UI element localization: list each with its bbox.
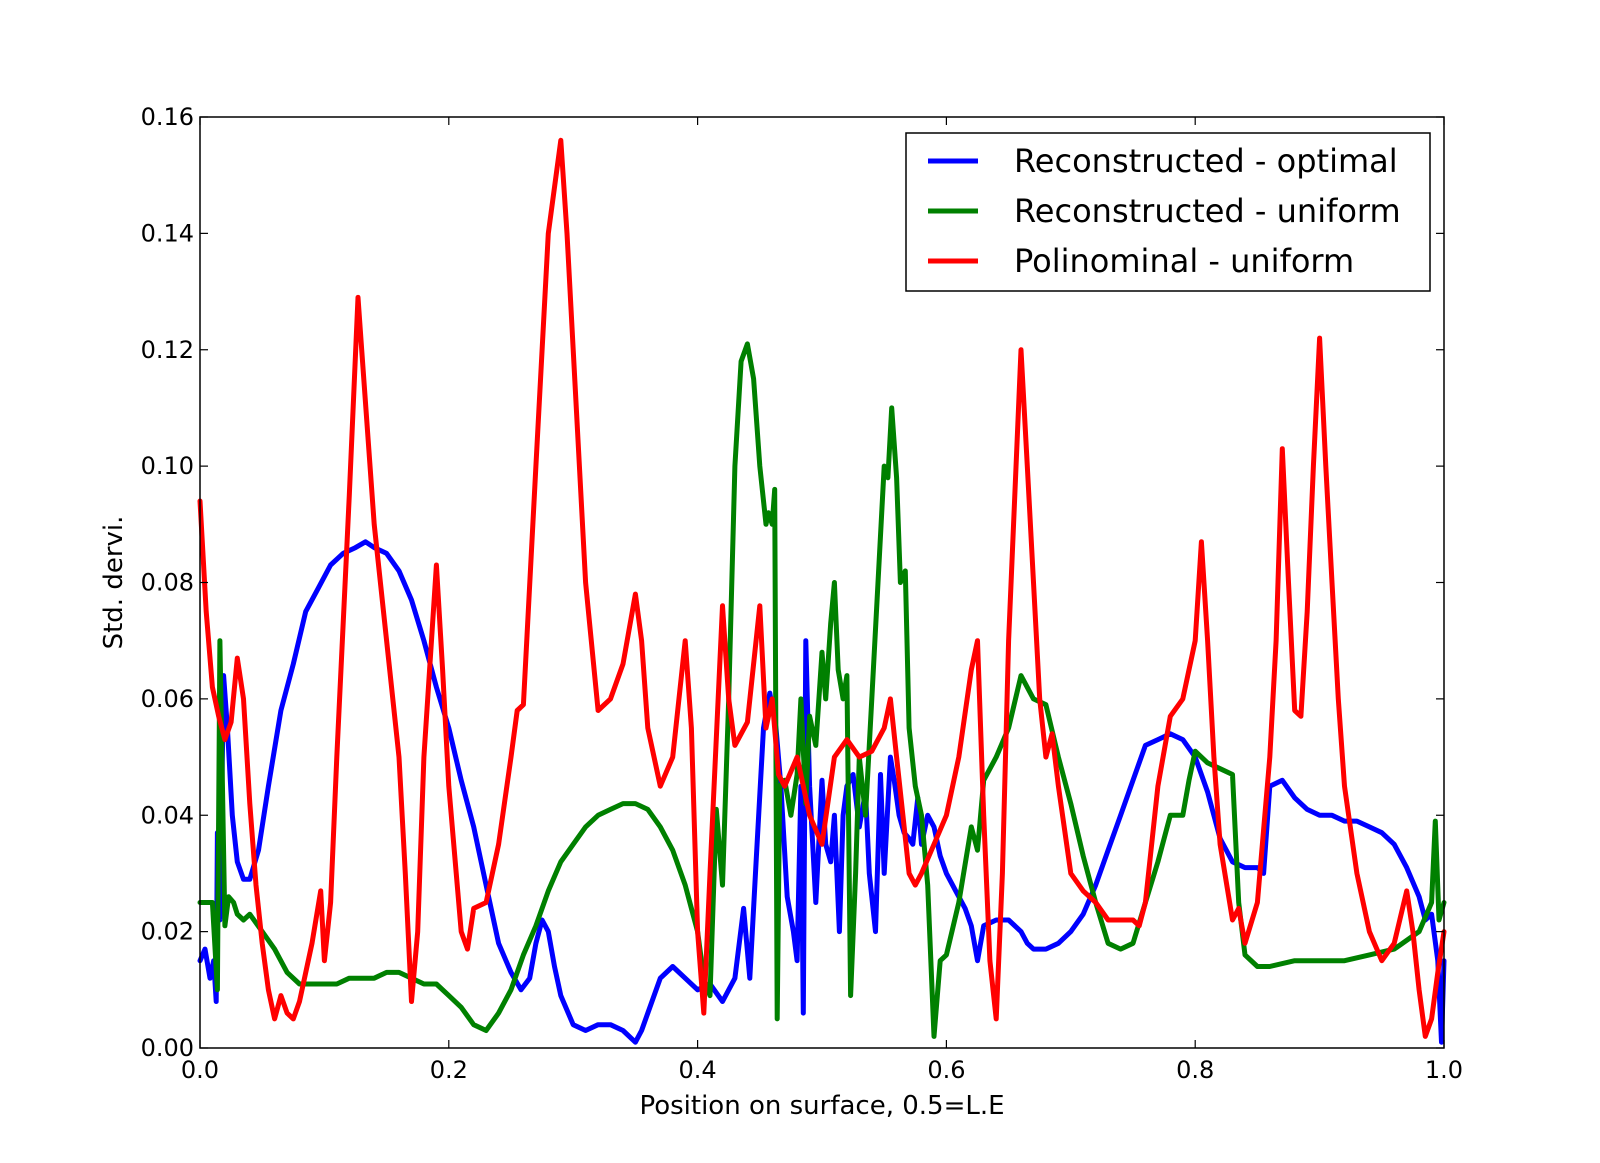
y-tick-label: 0.14 xyxy=(141,219,194,247)
legend-label-polinominal-uniform: Polinominal - uniform xyxy=(1014,242,1354,280)
y-axis-label: Std. dervi. xyxy=(99,516,129,650)
x-tick-label: 0.2 xyxy=(430,1056,468,1084)
x-tick-label: 0.0 xyxy=(181,1056,219,1084)
y-tick-label: 0.00 xyxy=(141,1034,194,1062)
x-tick-label: 0.8 xyxy=(1176,1056,1214,1084)
y-tick-label: 0.02 xyxy=(141,918,194,946)
x-tick-label: 0.4 xyxy=(679,1056,717,1084)
y-tick-label: 0.16 xyxy=(141,103,194,131)
y-tick-label: 0.08 xyxy=(141,569,194,597)
x-axis-label: Position on surface, 0.5=L.E xyxy=(639,1091,1004,1121)
legend-label-reconstructed-uniform: Reconstructed - uniform xyxy=(1014,192,1401,230)
y-tick-label: 0.04 xyxy=(141,801,194,829)
legend: Reconstructed - optimal Reconstructed - … xyxy=(905,132,1431,292)
y-tick-label: 0.12 xyxy=(141,336,194,364)
y-tick-label: 0.10 xyxy=(141,452,194,480)
ticks-layer: 0.0 0.2 0.4 0.6 0.8 1.0 0.00 0.02 0.04 0.06 0.08 0.… xyxy=(141,103,1464,1084)
series-line-polinominal-uniform xyxy=(197,137,1447,1039)
legend-box xyxy=(905,132,1431,292)
series-layer xyxy=(197,137,1447,1045)
x-tick-label: 0.6 xyxy=(927,1056,965,1084)
x-tick-label: 1.0 xyxy=(1425,1056,1463,1084)
y-tick-label: 0.06 xyxy=(141,685,194,713)
legend-label-reconstructed-optimal: Reconstructed - optimal xyxy=(1014,142,1398,180)
